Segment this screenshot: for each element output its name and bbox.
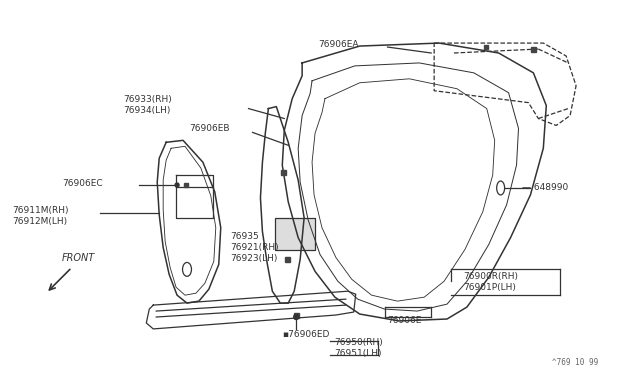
- Text: 76935
76921(RH)
76923(LH): 76935 76921(RH) 76923(LH): [230, 232, 279, 263]
- Text: — 648990: — 648990: [522, 183, 569, 192]
- Text: 76906EB: 76906EB: [189, 124, 230, 133]
- Text: ▪76906ED: ▪76906ED: [282, 330, 330, 339]
- Ellipse shape: [182, 262, 191, 276]
- Text: FRONT: FRONT: [62, 253, 95, 263]
- Bar: [184, 183, 189, 187]
- Text: 76906EA: 76906EA: [318, 39, 358, 49]
- Text: 76933(RH)
76934(LH): 76933(RH) 76934(LH): [124, 94, 172, 115]
- Bar: [285, 257, 290, 262]
- Bar: [484, 45, 488, 49]
- Text: 76950(RH)
76951(LH): 76950(RH) 76951(LH): [334, 338, 383, 358]
- Bar: [275, 218, 315, 250]
- Bar: [531, 46, 536, 51]
- Bar: [294, 312, 299, 318]
- Text: ^769 10 99: ^769 10 99: [552, 357, 598, 367]
- Circle shape: [175, 183, 179, 187]
- Text: 76906EC: 76906EC: [62, 179, 102, 187]
- Text: 76911M(RH)
76912M(LH): 76911M(RH) 76912M(LH): [12, 206, 69, 226]
- Bar: [281, 170, 285, 174]
- Text: 76906E: 76906E: [387, 317, 422, 326]
- Text: 76900R(RH)
76901P(LH): 76900R(RH) 76901P(LH): [463, 272, 518, 292]
- Ellipse shape: [497, 181, 504, 195]
- Circle shape: [294, 315, 299, 320]
